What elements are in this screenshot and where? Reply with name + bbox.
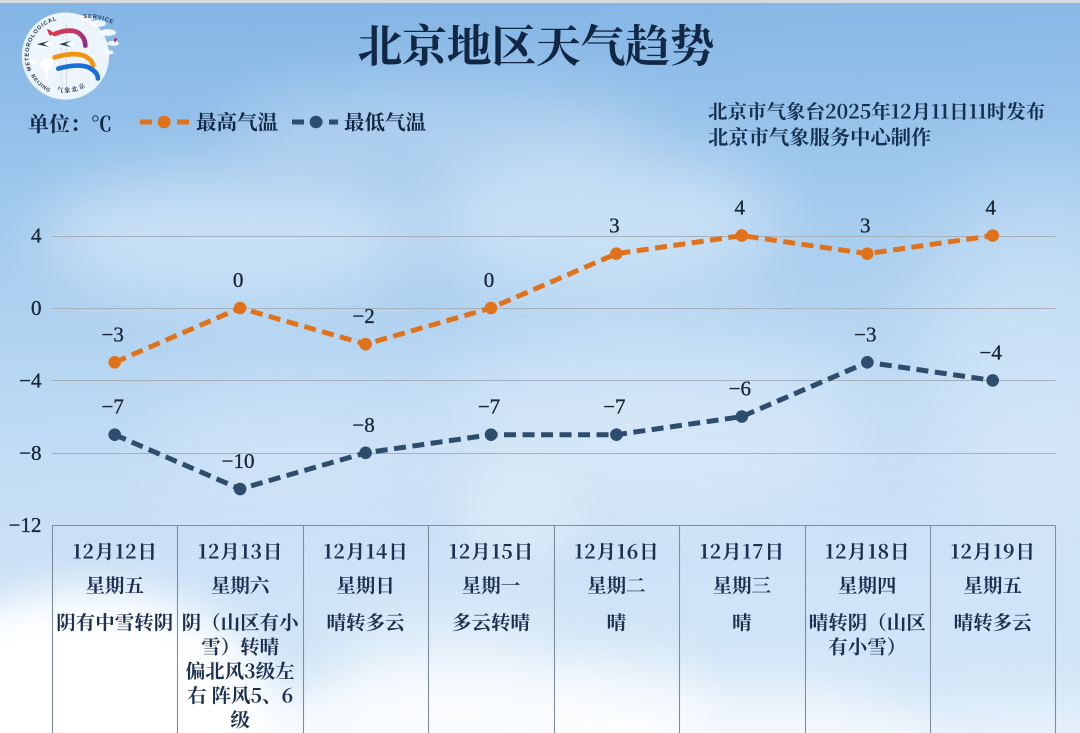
svg-text:−7: −7 [603,395,625,419]
svg-text:−3: −3 [854,322,876,346]
svg-text:3: 3 [609,214,620,238]
svg-text:4: 4 [735,196,746,220]
svg-text:−12: −12 [9,513,42,537]
svg-text:−10: −10 [222,449,255,473]
svg-text:−7: −7 [478,395,500,419]
svg-text:−8: −8 [19,441,41,465]
svg-text:0: 0 [233,268,244,292]
svg-text:−4: −4 [980,340,1003,364]
svg-text:−7: −7 [102,395,124,419]
svg-text:0: 0 [484,268,495,292]
svg-text:−8: −8 [352,413,374,437]
svg-text:−4: −4 [19,368,42,392]
svg-text:SERVICE: SERVICE [83,14,114,26]
svg-text:3: 3 [860,214,871,238]
svg-text:−3: −3 [102,322,124,346]
svg-text:4: 4 [985,196,996,220]
svg-text:−6: −6 [729,377,751,401]
svg-text:4: 4 [31,224,42,248]
svg-text:−2: −2 [352,304,374,328]
svg-text:0: 0 [31,296,42,320]
